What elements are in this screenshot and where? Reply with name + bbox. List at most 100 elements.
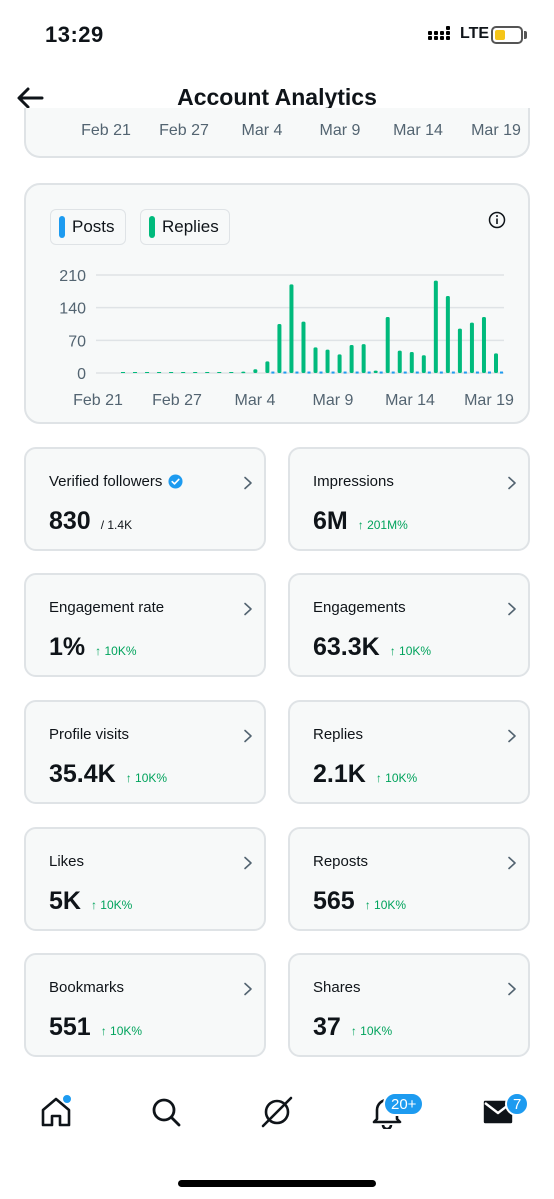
posts-bar <box>487 371 491 374</box>
chevron-right-icon <box>244 476 252 490</box>
home-indicator <box>178 1180 376 1187</box>
chevron-right-icon <box>508 729 516 743</box>
posts-bar <box>391 371 395 374</box>
battery-icon <box>491 26 523 44</box>
replies-bar <box>229 372 234 373</box>
metric-label: Shares <box>313 979 361 996</box>
metric-card-engagement-rate[interactable]: Engagement rate 1% ↑ 10K% <box>24 573 266 677</box>
replies-bar <box>397 350 402 373</box>
x-tick-label: Mar 4 <box>235 392 276 409</box>
metric-value: 37 <box>313 1013 341 1041</box>
posts-bar <box>500 371 503 374</box>
metric-label-text: Reposts <box>313 853 369 870</box>
replies-bar-chart: 210 140 70 0 Feb 21 Feb 27 Mar 4 Mar 9 Mar 14 Mar… <box>59 268 514 409</box>
metric-card-bookmarks[interactable]: Bookmarks 551 ↑ 10K% <box>24 953 266 1057</box>
replies-bar <box>145 372 150 373</box>
replies-bar <box>205 372 210 373</box>
x-tick-label: Feb 27 <box>152 392 202 409</box>
metric-label-text: Engagements <box>313 599 406 616</box>
metric-value-row: 63.3K ↑ 10K% <box>313 633 431 662</box>
metric-label-text: Shares <box>313 979 361 996</box>
legend-replies[interactable]: Replies <box>140 209 230 245</box>
nav-search[interactable] <box>134 1080 198 1144</box>
posts-swatch <box>59 216 65 238</box>
metric-label-text: Bookmarks <box>49 979 125 996</box>
replies-bar <box>337 354 342 373</box>
notifications-badge: 20+ <box>383 1092 425 1116</box>
replies-bar <box>361 344 366 373</box>
metric-value-row: 37 ↑ 10K% <box>313 1013 392 1042</box>
metric-value-row: 565 ↑ 10K% <box>313 887 406 916</box>
metric-card-engagements[interactable]: Engagements 63.3K ↑ 10K% <box>288 573 530 677</box>
metric-card-shares[interactable]: Shares 37 ↑ 10K% <box>288 953 530 1057</box>
replies-bar <box>193 372 198 373</box>
info-icon[interactable] <box>488 211 506 229</box>
metric-card-reposts[interactable]: Reposts 565 ↑ 10K% <box>288 827 530 931</box>
metric-label: Engagements <box>313 599 406 616</box>
metric-change: ↑ 201M% <box>357 518 408 532</box>
page-title: Account Analytics <box>177 84 377 110</box>
metric-value-row: 2.1K ↑ 10K% <box>313 760 417 789</box>
metric-value: 63.3K <box>313 633 380 661</box>
chevron-right-icon <box>244 856 252 870</box>
y-tick-label: 210 <box>59 268 86 285</box>
metric-card-verified-followers[interactable]: Verified followers 830 / 1.4K <box>24 447 266 551</box>
posts-bar <box>415 371 419 374</box>
nav-messages[interactable]: 7 <box>466 1080 530 1144</box>
metric-card-likes[interactable]: Likes 5K ↑ 10K% <box>24 827 266 931</box>
replies-bar <box>301 321 306 373</box>
posts-bar <box>271 371 275 374</box>
nav-grok[interactable] <box>245 1080 309 1144</box>
replies-swatch <box>149 216 155 238</box>
replies-bar <box>325 349 330 373</box>
replies-bar <box>121 372 125 373</box>
metric-label: Profile visits <box>49 726 129 743</box>
posts-bar <box>331 371 335 374</box>
network-type: LTE <box>460 25 490 42</box>
x-tick-label: Mar 19 <box>464 392 514 409</box>
metric-label: Impressions <box>313 473 394 490</box>
metric-label: Reposts <box>313 853 368 870</box>
metric-label-text: Engagement rate <box>49 599 165 616</box>
legend-posts[interactable]: Posts <box>50 209 126 245</box>
metric-value-row: 5K ↑ 10K% <box>49 887 132 916</box>
metric-value: 5K <box>49 887 81 915</box>
metric-label-text: Likes <box>49 853 85 870</box>
nav-home[interactable] <box>24 1080 88 1144</box>
posts-bar <box>355 371 359 374</box>
metric-value: 2.1K <box>313 760 366 788</box>
metric-card-replies[interactable]: Replies 2.1K ↑ 10K% <box>288 700 530 804</box>
bottom-navigation: 20+ 7 <box>0 1080 554 1150</box>
metric-label-text: Verified followers <box>49 473 163 490</box>
home-unread-dot <box>62 1094 72 1104</box>
status-time: 13:29 <box>45 22 104 47</box>
replies-bar <box>289 284 294 373</box>
posts-bar <box>367 371 371 374</box>
metric-value: 565 <box>313 887 355 915</box>
metric-value: 1% <box>49 633 86 661</box>
replies-bar <box>169 372 174 373</box>
battery-cap <box>524 31 527 39</box>
previous-chart-axis: Feb 21 Feb 27 Mar 4 Mar 9 Mar 14 Mar 19 <box>26 122 528 142</box>
nav-notifications[interactable]: 20+ <box>355 1080 425 1144</box>
posts-bar <box>379 371 383 374</box>
y-tick-label: 0 <box>77 366 86 383</box>
replies-bar <box>469 322 474 373</box>
chevron-right-icon <box>508 602 516 616</box>
search-icon <box>152 1098 181 1127</box>
metric-card-profile-visits[interactable]: Profile visits 35.4K ↑ 10K% <box>24 700 266 804</box>
metric-value: 6M <box>313 507 348 535</box>
chevron-right-icon <box>508 856 516 870</box>
replies-bar <box>181 372 186 373</box>
grok-icon <box>261 1096 293 1128</box>
metric-value: 551 <box>49 1013 91 1041</box>
metric-change: ↑ 10K% <box>90 898 133 912</box>
y-tick-label: 70 <box>68 333 86 350</box>
metric-card-impressions[interactable]: Impressions 6M ↑ 201M% <box>288 447 530 551</box>
metric-change: ↑ 10K% <box>125 771 168 785</box>
legend-posts-label: Posts <box>72 217 115 236</box>
metric-label: Verified followers <box>49 473 183 490</box>
metric-value-row: 551 ↑ 10K% <box>49 1013 142 1042</box>
replies-bar <box>253 369 258 373</box>
back-button[interactable] <box>12 80 48 116</box>
